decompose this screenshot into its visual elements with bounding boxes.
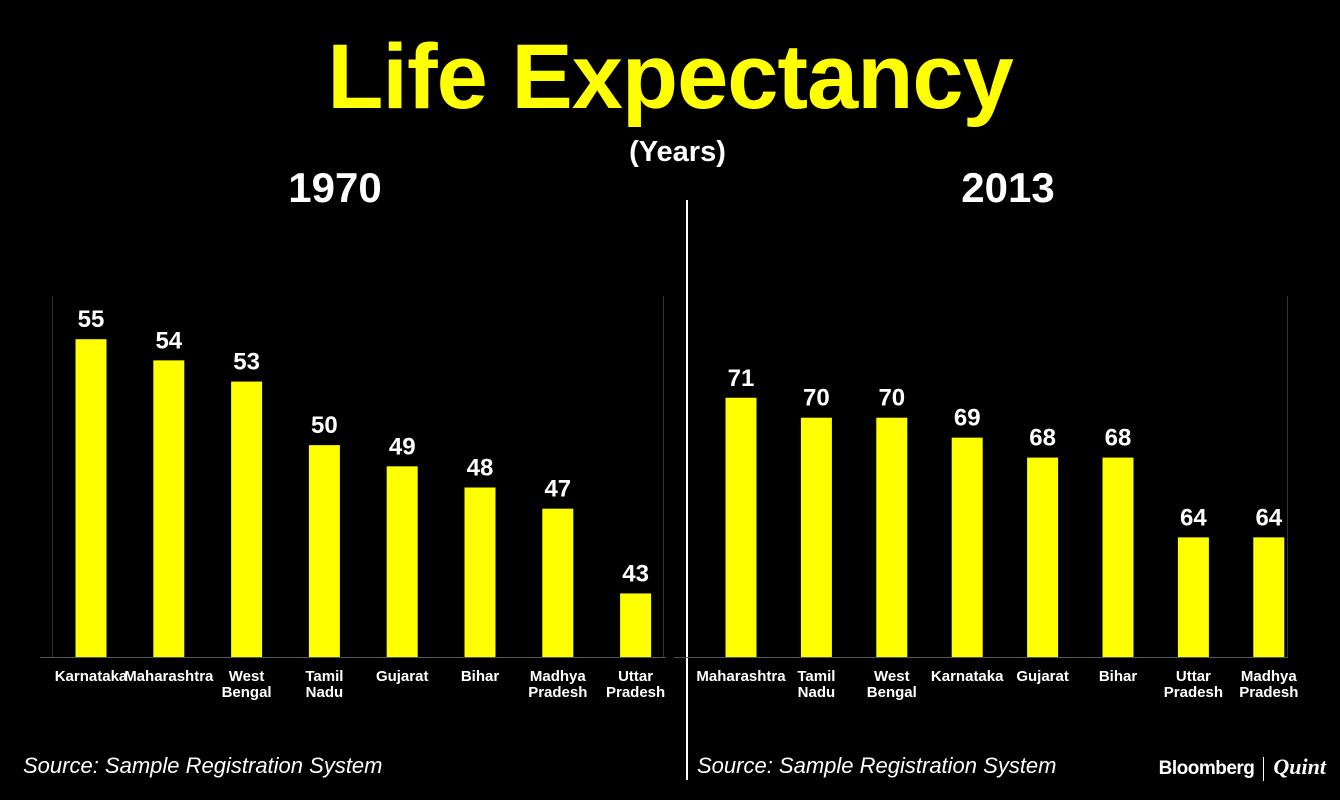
bar bbox=[75, 339, 107, 657]
category-label: Pradesh bbox=[528, 684, 587, 701]
data-label: 53 bbox=[233, 349, 260, 376]
category-label: Gujarat bbox=[376, 668, 429, 685]
category-label: Uttar bbox=[1176, 668, 1211, 685]
bar bbox=[1102, 457, 1134, 657]
data-label: 71 bbox=[728, 365, 755, 392]
category-label: Pradesh bbox=[1239, 684, 1298, 701]
category-label: Maharashtra bbox=[124, 668, 214, 685]
brand-logo: Bloomberg Quint bbox=[1159, 754, 1326, 782]
source-note-right: Source: Sample Registration System bbox=[697, 753, 1057, 778]
bar bbox=[800, 417, 832, 657]
panel-divider bbox=[686, 200, 688, 780]
bar bbox=[725, 397, 757, 657]
bar bbox=[308, 445, 340, 657]
category-label: Nadu bbox=[798, 684, 836, 701]
bar bbox=[231, 381, 263, 657]
data-label: 68 bbox=[1105, 425, 1132, 452]
data-label: 69 bbox=[954, 405, 981, 432]
source-note-left: Source: Sample Registration System bbox=[23, 753, 383, 778]
bar bbox=[620, 593, 652, 657]
category-label: Tamil bbox=[797, 668, 835, 685]
bar bbox=[386, 466, 418, 657]
data-label: 43 bbox=[622, 560, 649, 587]
category-label: Madhya bbox=[1241, 668, 1298, 685]
chart-title: Life Expectancy bbox=[327, 26, 1014, 128]
category-label: Maharashtra bbox=[696, 668, 786, 685]
category-label: Karnataka bbox=[931, 668, 1004, 685]
data-label: 49 bbox=[389, 433, 416, 460]
category-label: Pradesh bbox=[1164, 684, 1223, 701]
brand-separator bbox=[1263, 756, 1265, 781]
category-label: Bihar bbox=[461, 668, 500, 685]
data-label: 64 bbox=[1255, 504, 1282, 531]
category-label: Madhya bbox=[530, 668, 587, 685]
category-label: West bbox=[874, 668, 910, 685]
data-label: 48 bbox=[467, 455, 494, 482]
bar bbox=[876, 417, 908, 657]
data-label: 50 bbox=[311, 412, 338, 439]
bar bbox=[542, 508, 574, 657]
category-label: Bihar bbox=[1099, 668, 1138, 685]
bar bbox=[1253, 537, 1285, 657]
units-subtitle: (Years) bbox=[629, 136, 726, 168]
bar bbox=[951, 437, 983, 657]
brand-name-bloomberg: Bloomberg bbox=[1158, 758, 1255, 779]
data-label: 70 bbox=[803, 385, 830, 412]
bar bbox=[1027, 457, 1059, 657]
category-label: Bengal bbox=[222, 684, 272, 701]
panel-title-2013: 2013 bbox=[961, 164, 1055, 211]
data-label: 47 bbox=[544, 476, 571, 503]
bar bbox=[464, 487, 496, 657]
brand-name-quint: Quint bbox=[1273, 754, 1326, 779]
data-label: 54 bbox=[155, 327, 182, 354]
data-label: 70 bbox=[878, 385, 905, 412]
category-label: West bbox=[229, 668, 265, 685]
panel-title-1970: 1970 bbox=[288, 164, 382, 211]
category-label: Uttar bbox=[618, 668, 653, 685]
category-label: Gujarat bbox=[1016, 668, 1069, 685]
bar bbox=[153, 360, 185, 657]
data-label: 64 bbox=[1180, 504, 1207, 531]
data-label: 68 bbox=[1029, 425, 1056, 452]
data-label: 55 bbox=[78, 306, 105, 333]
category-label: Karnataka bbox=[55, 668, 128, 685]
bar bbox=[1177, 537, 1209, 657]
category-label: Tamil bbox=[305, 668, 343, 685]
category-label: Nadu bbox=[306, 684, 344, 701]
category-label: Bengal bbox=[867, 684, 917, 701]
category-label: Pradesh bbox=[606, 684, 665, 701]
